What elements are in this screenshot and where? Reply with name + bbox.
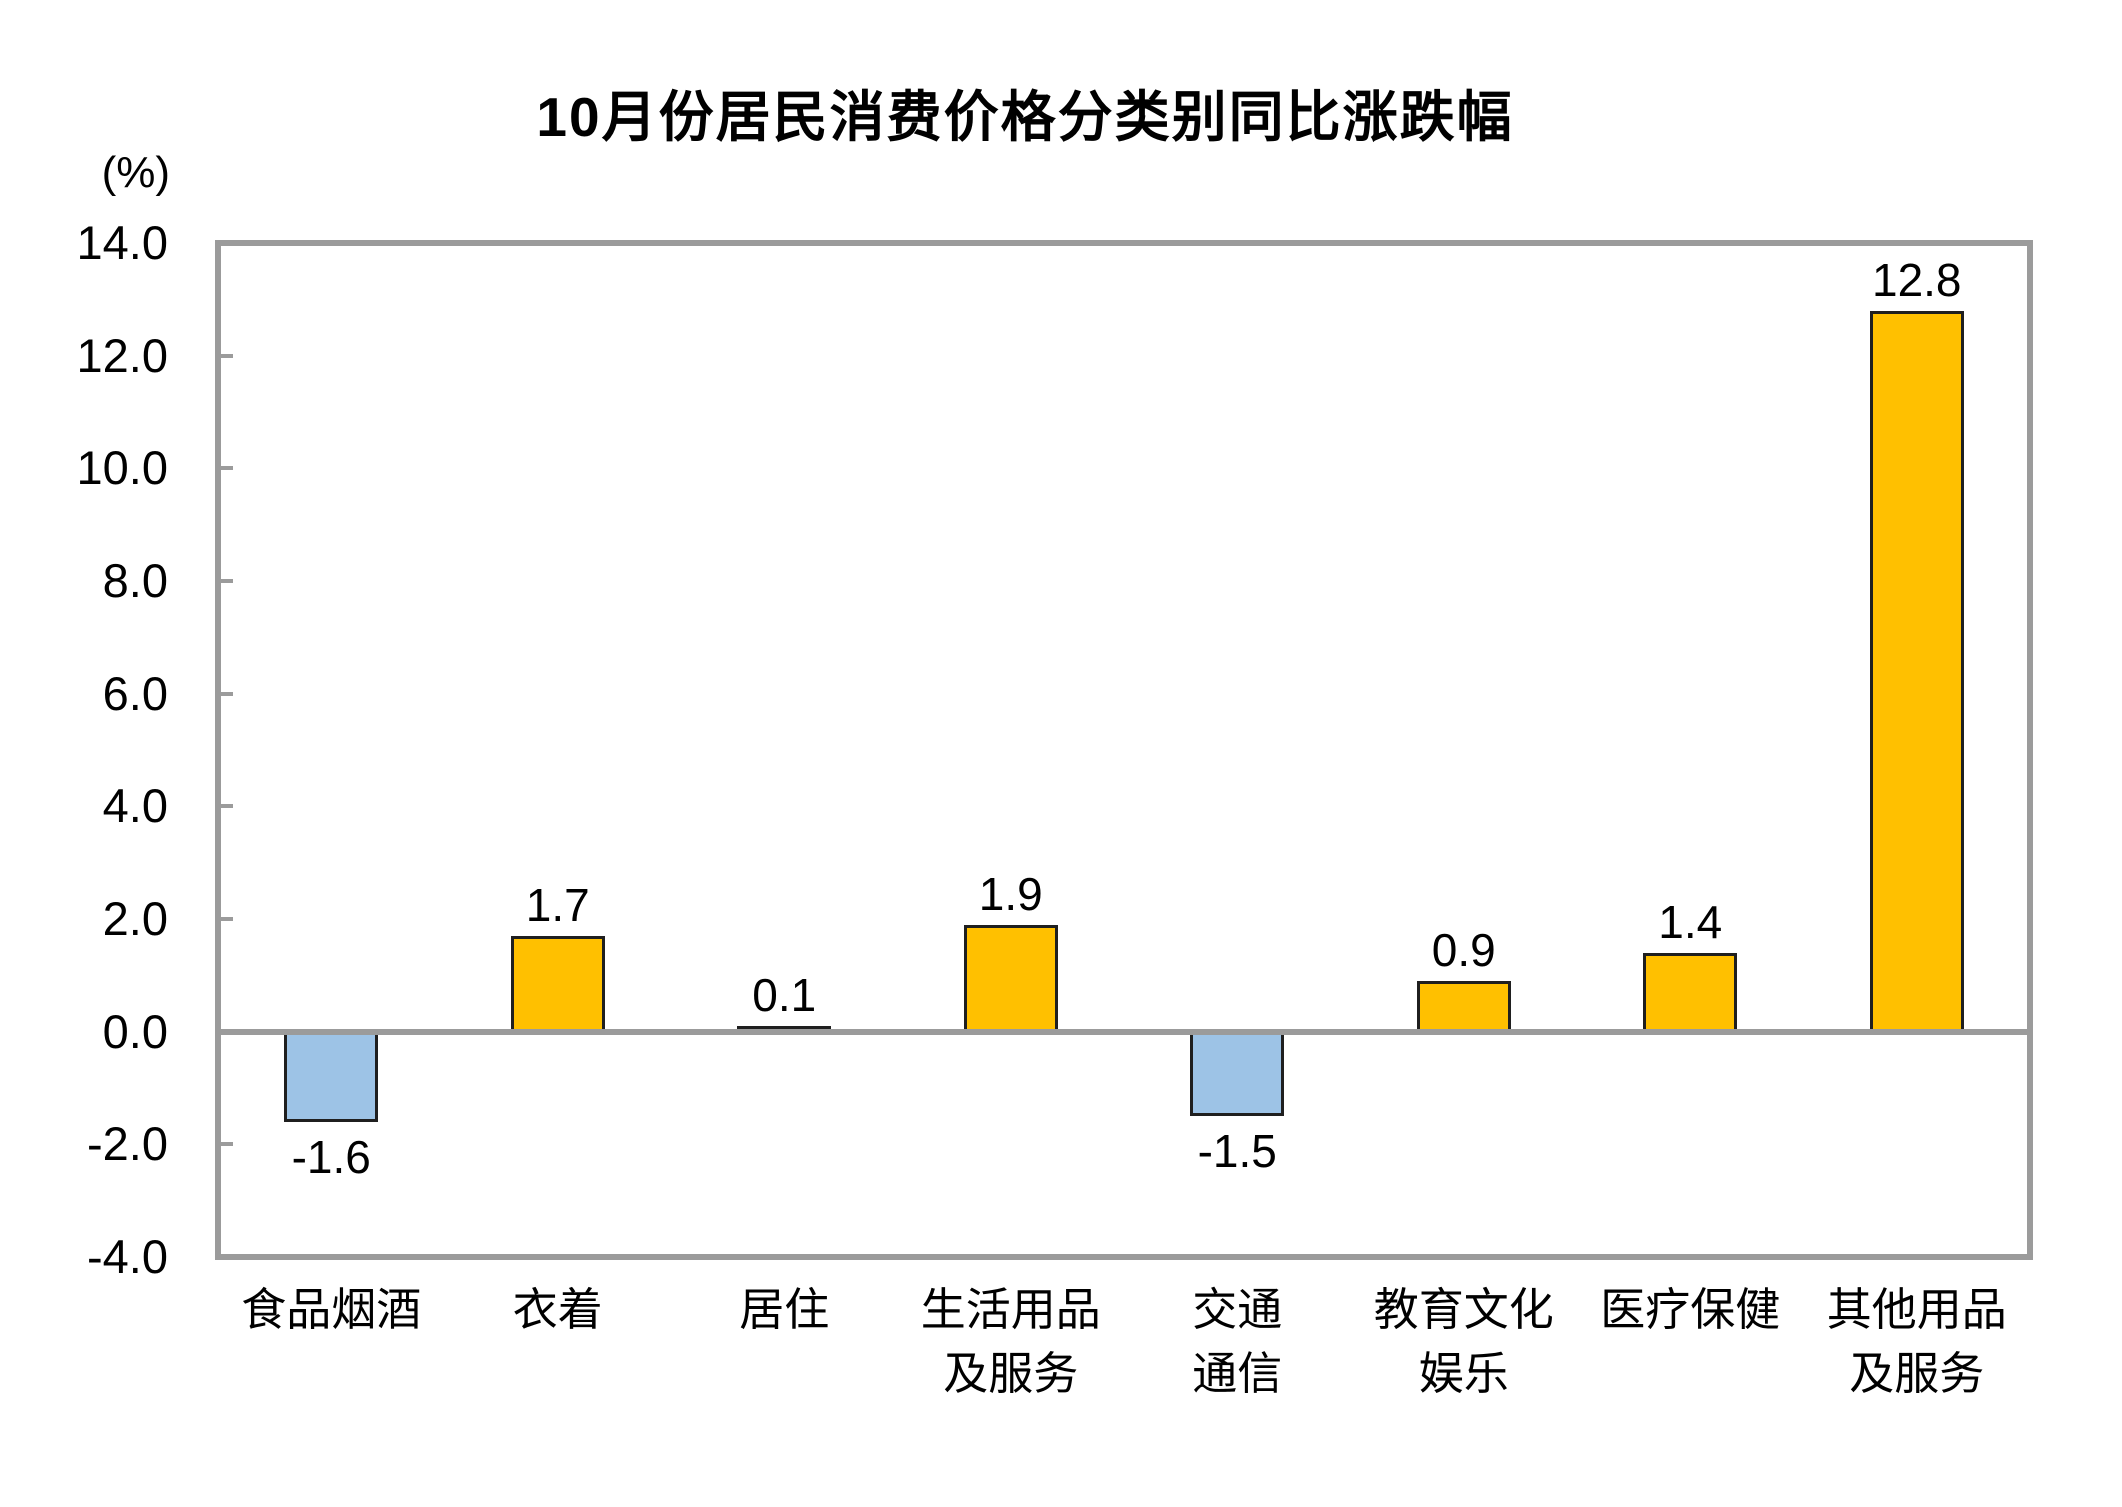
x-category-label: 其他用品 (1826, 1284, 2007, 1335)
x-category-label: 衣着 (512, 1284, 603, 1335)
zero-axis-line (218, 1028, 2030, 1035)
bar-positive (1869, 310, 1964, 1032)
y-tick-mark (218, 466, 233, 471)
y-tick-label: 2.0 (102, 892, 168, 945)
bar-value-label: 0.1 (752, 969, 817, 1022)
y-tick-mark (218, 1142, 233, 1147)
x-category-label: 娱乐 (1418, 1348, 1509, 1399)
y-tick-label: 6.0 (102, 666, 168, 720)
x-category-label: 教育文化 (1373, 1284, 1554, 1335)
x-category-label: 及服务 (943, 1348, 1079, 1399)
bar-value-label: -1.6 (291, 1130, 371, 1183)
y-tick-mark (218, 353, 233, 358)
x-category-label: 及服务 (1849, 1348, 1985, 1399)
y-tick-label: -2.0 (87, 1117, 168, 1171)
bar-positive (1416, 980, 1511, 1032)
bar-value-label: 0.9 (1431, 923, 1496, 976)
y-tick-label: 0.0 (102, 1004, 168, 1058)
bar-value-label: -1.5 (1197, 1125, 1277, 1178)
y-tick-label: 10.0 (76, 441, 168, 495)
y-tick-label: 14.0 (76, 216, 168, 269)
y-tick-label: 8.0 (102, 554, 168, 607)
y-tick-mark (218, 804, 233, 809)
bar-value-label: 1.7 (525, 878, 590, 931)
bar-positive (963, 924, 1058, 1032)
plot-area-frame (215, 240, 2033, 1260)
bar-negative (284, 1031, 379, 1122)
y-tick-mark (218, 691, 233, 696)
x-category-label: 居住 (739, 1284, 830, 1335)
bar-negative (1190, 1031, 1285, 1117)
y-tick-label: 4.0 (102, 779, 168, 833)
x-category-label: 通信 (1192, 1348, 1283, 1399)
x-category-label: 生活用品 (920, 1284, 1101, 1335)
bar-value-label: 1.9 (978, 867, 1043, 920)
x-category-label: 食品烟酒 (241, 1284, 422, 1335)
y-tick-label: 12.0 (76, 328, 168, 382)
chart-title: 10月份居民消费价格分类别同比涨跌幅 (536, 86, 1514, 148)
bar-value-label: 12.8 (1871, 253, 1962, 306)
y-tick-mark (218, 579, 233, 583)
x-category-label: 交通 (1192, 1284, 1283, 1335)
x-category-label: 医疗保健 (1600, 1284, 1781, 1335)
y-tick-mark (218, 917, 233, 921)
bar-positive (510, 935, 605, 1032)
bar-positive (1643, 952, 1738, 1032)
y-tick-label: -4.0 (87, 1230, 168, 1283)
bar-value-label: 1.4 (1658, 895, 1723, 948)
y-axis-unit-label: (%) (101, 148, 170, 197)
